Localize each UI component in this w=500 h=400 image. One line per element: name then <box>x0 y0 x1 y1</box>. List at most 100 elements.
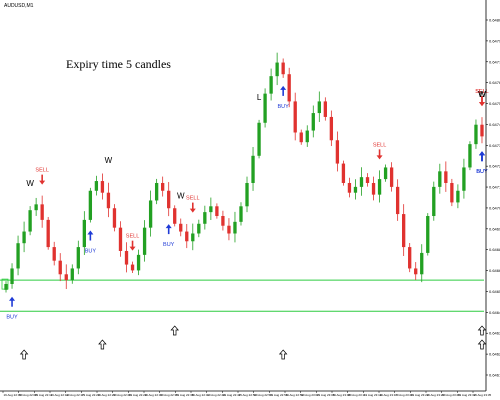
time-tick-label: 19 Aug 23:35 <box>474 393 492 397</box>
candle <box>281 58 285 78</box>
candle <box>34 197 38 216</box>
candle <box>22 221 26 253</box>
candle <box>161 176 165 197</box>
candle <box>269 68 273 101</box>
buy-label: BUY <box>278 104 290 110</box>
candle-body <box>233 221 237 234</box>
candle <box>106 182 111 218</box>
sell-arrow-head <box>376 155 383 160</box>
candle-body <box>408 247 412 269</box>
candle-body <box>383 167 388 180</box>
candle <box>10 263 14 289</box>
buy-label: BUY <box>163 242 175 248</box>
candle <box>94 175 99 196</box>
candle <box>173 205 177 227</box>
candle-body <box>432 186 436 217</box>
candle-body <box>438 171 442 187</box>
time-tick-label: 19 Aug 22:08 <box>19 393 37 397</box>
candle <box>317 91 321 122</box>
candle-body <box>329 116 334 141</box>
candle <box>130 261 135 274</box>
candle-body <box>444 171 448 183</box>
time-tick-label: 19 Aug 23:14 <box>364 393 382 397</box>
candle-body <box>40 204 44 220</box>
candle-body <box>239 206 243 222</box>
sell-arrow-head <box>478 102 485 107</box>
candle-body <box>191 233 195 242</box>
candle <box>209 197 213 220</box>
candle-body <box>4 283 8 290</box>
candle <box>408 243 412 273</box>
time-tick-label: 19 Aug 22:23 <box>98 393 116 397</box>
buy-arrow-head <box>87 230 94 235</box>
candle <box>402 204 406 257</box>
buy-label: BUY <box>85 249 97 255</box>
candle-body <box>52 247 56 261</box>
candle-body <box>112 208 117 228</box>
candle <box>450 178 454 207</box>
candle <box>432 181 436 221</box>
candle-body <box>227 225 231 234</box>
candle-body <box>347 182 352 193</box>
candle <box>389 162 394 192</box>
candle-body <box>395 186 400 215</box>
symbol-title: AUDUSD,M1 <box>4 3 34 9</box>
time-tick-label: 19 Aug 23:29 <box>442 393 460 397</box>
time-tick-label: 19 Aug 22:35 <box>160 393 178 397</box>
candle-body <box>130 264 135 271</box>
candle <box>185 223 189 249</box>
candle-body <box>341 163 346 183</box>
candle-body <box>371 182 376 195</box>
candle <box>191 223 195 251</box>
hollow-up-arrow-icon <box>19 349 29 360</box>
w-marker: W <box>105 156 113 165</box>
buy-arrow-head <box>9 296 16 301</box>
candle-body <box>317 101 321 114</box>
candle <box>420 244 424 283</box>
price-tick-label: 0.64647 <box>489 310 500 315</box>
candle-body <box>480 124 484 137</box>
candle-body <box>100 181 105 193</box>
candle <box>480 117 484 144</box>
candle <box>40 195 44 228</box>
sell-label: SELL <box>126 234 139 240</box>
candle-body <box>257 122 261 156</box>
candle-body <box>106 192 111 209</box>
time-tick-label: 19 Aug 22:26 <box>113 393 131 397</box>
candle-body <box>299 132 303 143</box>
candle <box>70 264 74 284</box>
candle <box>154 178 159 205</box>
candle-body <box>335 140 340 164</box>
candle <box>100 173 105 200</box>
candle <box>239 202 243 226</box>
time-tick-label: 19 Aug 22:38 <box>176 393 194 397</box>
candle <box>305 125 309 147</box>
candle <box>142 220 147 262</box>
candle-body <box>197 223 201 234</box>
candle-body <box>209 206 213 213</box>
time-tick-label: 19 Aug 22:53 <box>254 393 272 397</box>
price-tick-label: 0.64691 <box>489 226 500 231</box>
candle-body <box>185 231 189 242</box>
price-tick-label: 0.64779 <box>489 59 500 64</box>
price-tick-label: 0.64702 <box>489 205 500 210</box>
candle <box>383 164 388 182</box>
price-tick-label: 0.64746 <box>489 122 500 127</box>
time-tick-label: 19 Aug 23:08 <box>333 393 351 397</box>
candle <box>395 179 400 221</box>
candle <box>88 187 93 223</box>
candle-body <box>269 76 273 94</box>
candle <box>468 141 472 171</box>
price-tick-label: 0.64636 <box>489 331 500 336</box>
time-tick-label: 19 Aug 22:17 <box>66 393 84 397</box>
candle <box>179 218 183 237</box>
time-tick-label: 19 Aug 22:20 <box>82 393 100 397</box>
candle-body <box>456 190 460 203</box>
time-tick-label: 19 Aug 22:11 <box>35 393 53 397</box>
candle <box>4 281 8 293</box>
time-tick-label: 19 Aug 22:41 <box>192 393 210 397</box>
